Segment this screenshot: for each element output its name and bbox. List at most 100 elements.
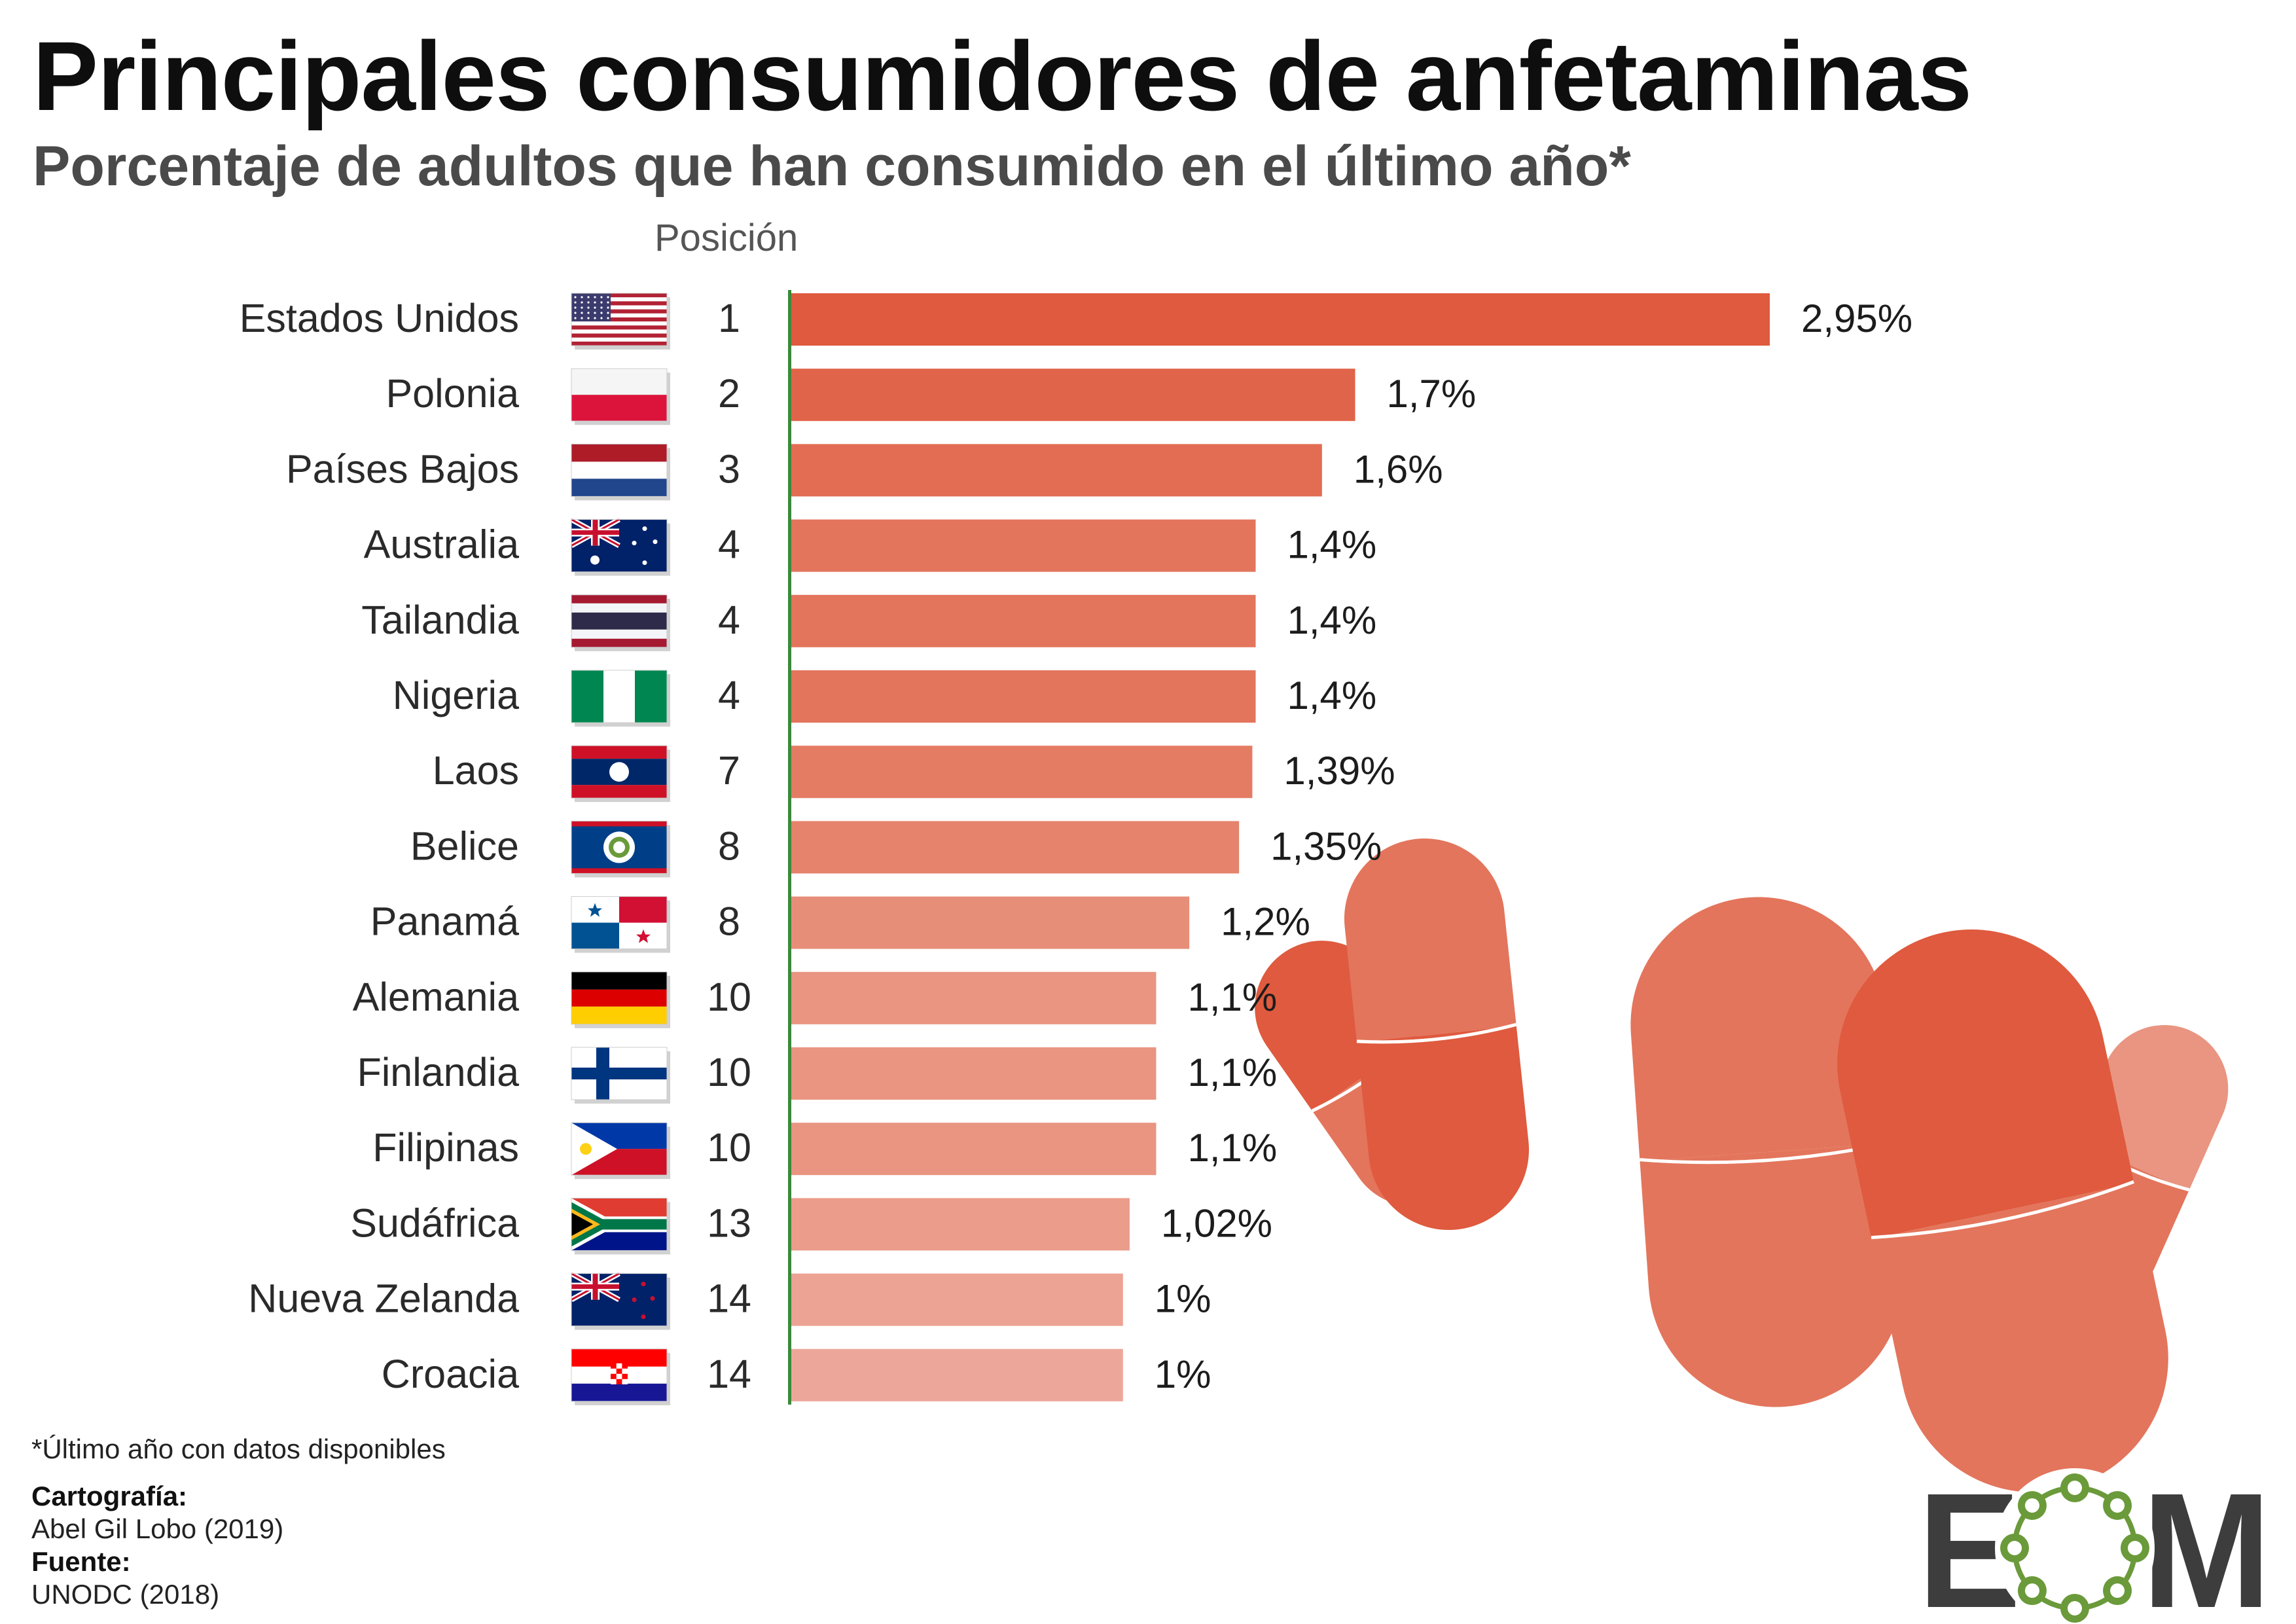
flag-star	[574, 301, 577, 304]
flag-emblem	[611, 1379, 617, 1384]
flag-border	[571, 971, 668, 1025]
flag-border	[571, 1122, 668, 1176]
flag-star	[574, 296, 577, 298]
flag-stripe	[571, 321, 667, 326]
poland-flag	[571, 368, 668, 422]
pill-icon	[1837, 929, 2168, 1492]
flag-field	[571, 922, 619, 949]
bar	[791, 670, 1256, 723]
pill-icon	[1630, 897, 1904, 1407]
flag-stripe	[571, 333, 667, 338]
flag-border	[571, 820, 668, 874]
footnote: *Último año con datos disponibles	[31, 1434, 446, 1464]
flag-field	[571, 594, 667, 604]
country-label: Australia	[364, 522, 519, 567]
logo-dot-center	[2068, 1481, 2082, 1495]
flag-icon	[571, 971, 670, 1028]
flag-field	[571, 478, 667, 497]
bar-row: Filipinas 10 1,1%	[372, 1122, 1277, 1180]
value-label: 1,1%	[1187, 975, 1277, 1019]
flag-field	[571, 395, 667, 422]
philippines-flag	[571, 1122, 668, 1176]
cartography-label: Cartografía:	[31, 1481, 188, 1511]
flag-star	[642, 560, 647, 566]
bar	[791, 1198, 1130, 1251]
bar	[791, 1348, 1123, 1401]
laos-flag	[571, 745, 668, 799]
flag-star	[636, 929, 651, 943]
country-label: Nigeria	[393, 673, 519, 717]
position-number: 10	[707, 1050, 751, 1094]
flag-star	[607, 312, 609, 314]
pill-seam	[1356, 1022, 1517, 1044]
flag-field	[571, 785, 667, 799]
value-label: 1,2%	[1221, 900, 1310, 944]
flag-field	[603, 670, 635, 723]
value-label: 1,02%	[1161, 1201, 1272, 1245]
chart-subtitle: Porcentaje de adultos que han consumido …	[33, 135, 1631, 198]
flag-field	[571, 629, 667, 639]
flag-star	[574, 306, 577, 309]
logo-dot-center	[2024, 1498, 2039, 1513]
logo-dot-center	[2110, 1498, 2125, 1513]
panama-flag	[571, 896, 668, 950]
bar-row: Polonia 2 1,7%	[386, 368, 1476, 425]
pill-cap-top	[1630, 897, 1895, 1161]
logo-dot-center	[2024, 1583, 2039, 1598]
value-label: 1%	[1155, 1277, 1211, 1321]
pill-cap-bottom	[1871, 1183, 2168, 1492]
bar-row: Nueva Zelanda 14 1%	[248, 1271, 1211, 1330]
flag-field	[571, 746, 667, 759]
flag-star	[587, 306, 590, 309]
logo-dot-center	[2068, 1601, 2082, 1615]
bar	[791, 293, 1770, 346]
country-label: Nueva Zelanda	[248, 1276, 519, 1321]
flag-border	[571, 594, 668, 648]
bar	[791, 746, 1253, 799]
flag-border	[571, 519, 668, 573]
nigeria-flag	[571, 670, 668, 723]
flag-field	[571, 461, 667, 479]
flag-icon	[571, 594, 670, 651]
thailand-flag	[571, 594, 668, 648]
bar	[791, 1047, 1157, 1100]
flag-border	[571, 1197, 668, 1251]
pill-seam	[1871, 1180, 2134, 1240]
bar-row: Laos 7 1,39%	[433, 745, 1395, 803]
flag-field	[571, 603, 667, 613]
flag-star	[641, 1314, 646, 1320]
bar	[791, 896, 1190, 949]
flag-field	[571, 369, 667, 395]
flag-cross	[596, 1047, 609, 1100]
flag-star	[600, 301, 603, 304]
bar-row: Nigeria 4 1,4%	[393, 670, 1376, 727]
flag-field	[571, 971, 667, 990]
flag-canton	[571, 293, 611, 321]
position-number: 8	[718, 899, 740, 944]
flag-emblem	[609, 762, 629, 782]
flag-cross	[571, 1068, 667, 1079]
logo-dot-center	[2007, 1541, 2022, 1555]
flag-icon	[570, 1271, 670, 1330]
croatia-flag	[571, 1348, 668, 1402]
flag-star	[600, 312, 603, 314]
pill-cap-top	[1837, 929, 2134, 1239]
flag-icon	[571, 1348, 670, 1405]
bar	[791, 971, 1157, 1024]
flag-emblem	[616, 1363, 622, 1369]
country-label: Filipinas	[372, 1125, 519, 1170]
belize-flag	[571, 820, 668, 874]
flag-field	[571, 612, 667, 630]
flag-icon	[571, 293, 670, 350]
flag-star	[600, 296, 603, 298]
bar	[791, 444, 1322, 497]
flag-star	[581, 306, 583, 309]
eom-logo: EOM	[1918, 1459, 2271, 1624]
flag-star	[594, 296, 596, 298]
flag-stripe	[571, 305, 667, 310]
position-number: 14	[707, 1352, 751, 1396]
flag-icon	[570, 517, 670, 576]
flag-stripe	[571, 301, 667, 306]
flag-stripe	[571, 313, 667, 318]
flag-field	[571, 670, 603, 723]
